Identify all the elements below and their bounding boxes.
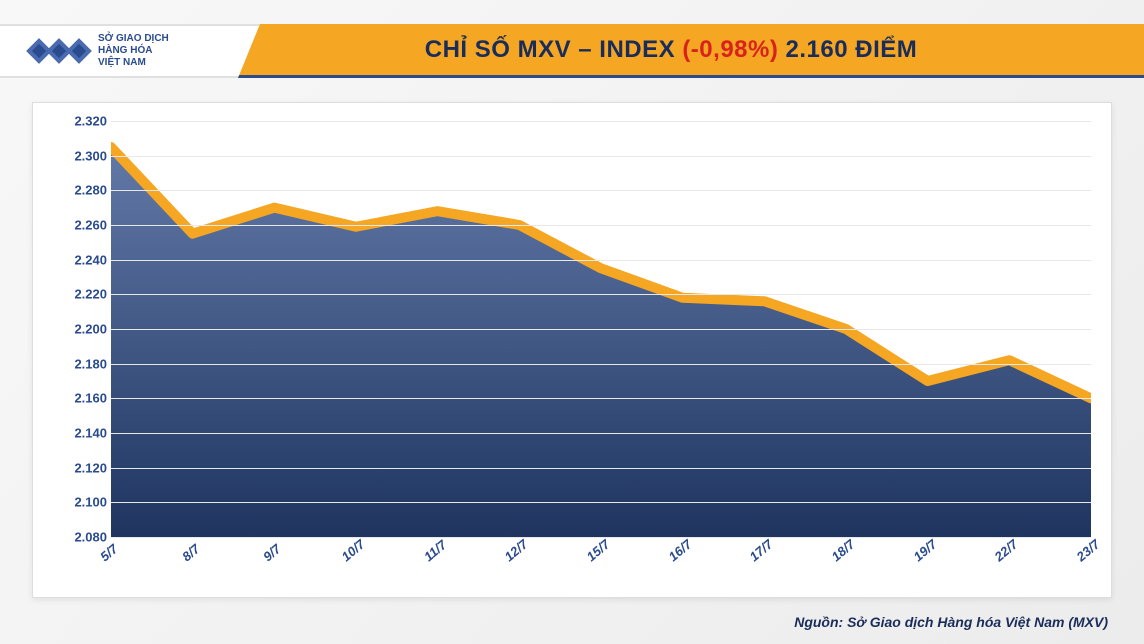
x-tick-label: 12/7 — [502, 536, 531, 564]
y-tick-label: 2.320 — [74, 114, 107, 129]
y-tick-label: 2.080 — [74, 530, 107, 545]
x-axis: 5/78/79/710/711/712/715/716/717/718/719/… — [111, 537, 1091, 585]
logo-line-1: SỞ GIAO DỊCH — [98, 33, 169, 45]
chart-container: 2.080 2.100 2.120 2.140 2.160 2.180 2.200 2.220… — [32, 102, 1112, 598]
y-tick-label: 2.220 — [74, 287, 107, 302]
plot-area — [111, 121, 1091, 537]
y-tick-label: 2.140 — [74, 426, 107, 441]
y-tick-label: 2.240 — [74, 252, 107, 267]
x-tick-label: 16/7 — [665, 536, 694, 564]
y-tick-label: 2.280 — [74, 183, 107, 198]
x-tick-label: 9/7 — [260, 541, 283, 564]
y-tick-label: 2.180 — [74, 356, 107, 371]
source-text: Nguồn: Sở Giao dịch Hàng hóa Việt Nam (M… — [794, 614, 1108, 630]
x-tick-label: 22/7 — [992, 536, 1021, 564]
title-change: (-0,98%) — [682, 36, 778, 63]
y-tick-label: 2.120 — [74, 460, 107, 475]
x-tick-label: 17/7 — [747, 536, 776, 564]
logo-line-3: VIỆT NAM — [98, 57, 169, 69]
x-tick-label: 11/7 — [421, 537, 449, 564]
logo-line-2: HÀNG HÓA — [98, 45, 169, 57]
logo-icon — [30, 42, 88, 60]
grid-line — [111, 468, 1091, 469]
grid-line — [111, 260, 1091, 261]
x-tick-label: 5/7 — [97, 541, 120, 564]
area-fill — [111, 147, 1091, 537]
grid-line — [111, 225, 1091, 226]
grid-line — [111, 329, 1091, 330]
y-tick-label: 2.300 — [74, 148, 107, 163]
grid-line — [111, 502, 1091, 503]
x-tick-label: 8/7 — [179, 541, 202, 564]
y-axis: 2.0802.1002.1202.1402.1602.1802.2002.220… — [53, 121, 111, 537]
x-tick-label: 15/7 — [584, 536, 613, 564]
x-tick-label: 18/7 — [829, 536, 858, 564]
y-tick-label: 2.200 — [74, 322, 107, 337]
grid-line — [111, 121, 1091, 122]
y-tick-label: 2.160 — [74, 391, 107, 406]
grid-line — [111, 398, 1091, 399]
chart-frame: SỞ GIAO DỊCH HÀNG HÓA VIỆT NAM CHỈ SỐ MX… — [0, 0, 1144, 644]
chart-title: CHỈ SỐ MXV – INDEX (-0,98%) 2.160 ĐIỂM — [425, 36, 918, 64]
grid-line — [111, 433, 1091, 434]
logo-block: SỞ GIAO DỊCH HÀNG HÓA VIỆT NAM — [0, 24, 260, 78]
chart-inner: 2.080 2.100 2.120 2.140 2.160 2.180 2.200 2.220… — [53, 121, 1091, 585]
title-prefix: CHỈ SỐ MXV – INDEX — [425, 36, 683, 63]
x-tick-label: 10/7 — [339, 536, 368, 564]
grid-line — [111, 156, 1091, 157]
y-tick-label: 2.260 — [74, 218, 107, 233]
grid-line — [111, 294, 1091, 295]
logo-text: SỞ GIAO DỊCH HÀNG HÓA VIỆT NAM — [98, 33, 169, 69]
grid-line — [111, 190, 1091, 191]
grid-line — [111, 364, 1091, 365]
y-tick-label: 2.100 — [74, 495, 107, 510]
x-tick-label: 23/7 — [1074, 536, 1103, 564]
x-tick-label: 19/7 — [910, 536, 939, 564]
title-bar: CHỈ SỐ MXV – INDEX (-0,98%) 2.160 ĐIỂM — [238, 24, 1144, 78]
header: SỞ GIAO DỊCH HÀNG HÓA VIỆT NAM CHỈ SỐ MX… — [0, 24, 1144, 78]
title-suffix: 2.160 ĐIỂM — [778, 36, 917, 63]
